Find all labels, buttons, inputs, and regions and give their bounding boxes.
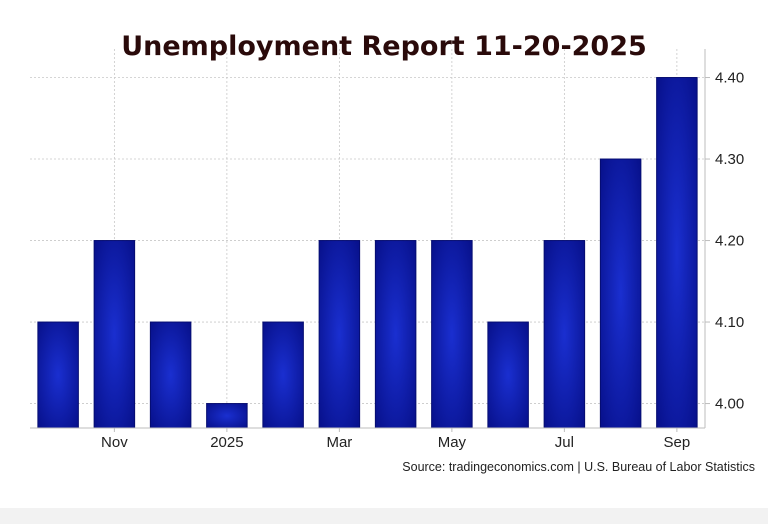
- x-tick-label: Mar: [326, 434, 352, 451]
- x-tick-label: Sep: [664, 434, 691, 451]
- axes: [30, 49, 706, 429]
- bar-feb: [262, 321, 304, 429]
- bar-sep: [656, 77, 698, 429]
- bar-apr: [374, 240, 417, 429]
- y-tick-label: 4.10: [715, 314, 744, 331]
- bar-nov: [93, 240, 136, 429]
- bar-oct: [37, 321, 79, 429]
- bar-jul: [543, 240, 586, 429]
- bar-aug: [599, 158, 642, 429]
- y-tick-label: 4.20: [715, 233, 744, 250]
- bars: [37, 77, 698, 429]
- x-tick-label: Jul: [555, 434, 574, 451]
- x-tick-label: May: [438, 434, 467, 451]
- bottom-band: [0, 508, 768, 524]
- bar-2025: [206, 403, 248, 429]
- x-axis-ticks: Nov 2025 Mar May Jul Sep: [101, 428, 690, 451]
- x-tick-label: 2025: [210, 434, 243, 451]
- chart-title: Unemployment Report 11-20-2025: [121, 31, 647, 62]
- y-tick-label: 4.30: [715, 151, 744, 168]
- bar-dec: [149, 321, 192, 429]
- x-tick-label: Nov: [101, 434, 128, 451]
- y-tick-label: 4.00: [715, 396, 744, 413]
- source-note: Source: tradingeconomics.com | U.S. Bure…: [402, 460, 755, 474]
- bar-mar: [318, 240, 361, 429]
- y-tick-label: 4.40: [715, 70, 744, 87]
- bar-may: [431, 240, 473, 429]
- y-axis-ticks: 4.00 4.10 4.20 4.30 4.40: [705, 70, 744, 413]
- bar-jun: [487, 321, 529, 429]
